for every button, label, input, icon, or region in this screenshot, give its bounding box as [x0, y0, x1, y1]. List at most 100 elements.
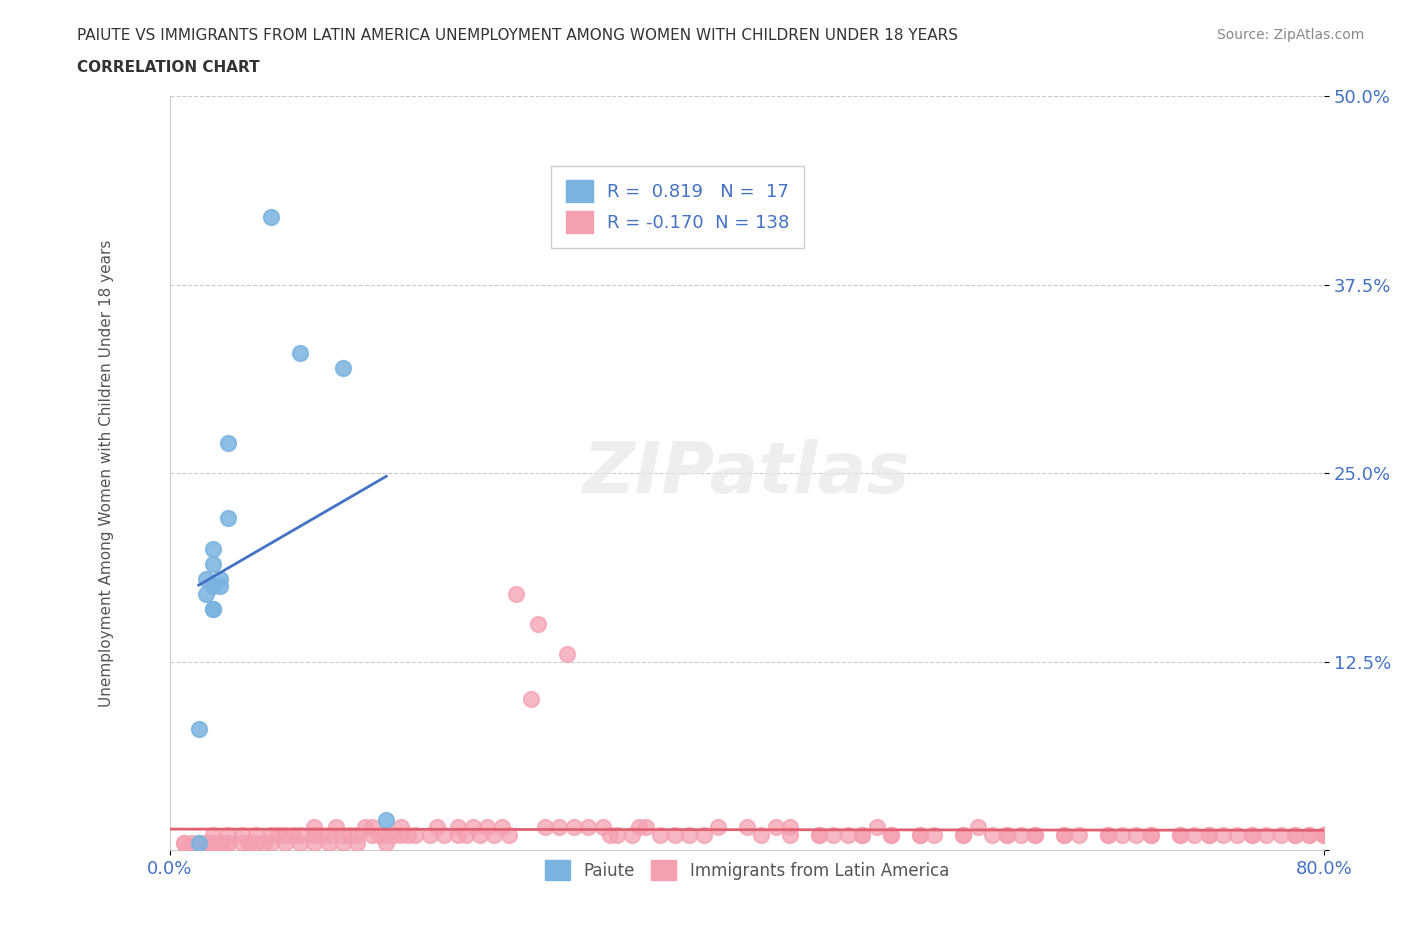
Point	[202, 541, 225, 556]
Point	[311, 828, 333, 843]
Point	[1284, 828, 1306, 843]
Point	[620, 828, 643, 843]
Point	[664, 828, 686, 843]
Point	[447, 828, 470, 843]
Point	[332, 360, 354, 375]
Point	[209, 578, 232, 593]
Point	[288, 828, 311, 843]
Point	[217, 828, 239, 843]
Point	[318, 828, 340, 843]
Point	[505, 587, 527, 602]
Point	[592, 820, 614, 835]
Point	[339, 828, 361, 843]
Point	[779, 820, 801, 835]
Point	[180, 835, 202, 850]
Point	[1053, 828, 1076, 843]
Point	[194, 835, 217, 850]
Point	[627, 820, 650, 835]
Point	[765, 820, 787, 835]
Point	[599, 828, 621, 843]
Point	[281, 828, 304, 843]
Point	[209, 835, 232, 850]
Point	[260, 828, 283, 843]
Text: PAIUTE VS IMMIGRANTS FROM LATIN AMERICA UNEMPLOYMENT AMONG WOMEN WITH CHILDREN U: PAIUTE VS IMMIGRANTS FROM LATIN AMERICA …	[77, 28, 959, 43]
Point	[1240, 828, 1263, 843]
Point	[866, 820, 889, 835]
Text: ZIPatlas: ZIPatlas	[583, 439, 911, 508]
Point	[194, 571, 217, 586]
Legend: R =  0.819   N =  17, R = -0.170  N = 138: R = 0.819 N = 17, R = -0.170 N = 138	[551, 166, 804, 247]
Text: CORRELATION CHART: CORRELATION CHART	[77, 60, 260, 75]
Point	[389, 828, 412, 843]
Text: Source: ZipAtlas.com: Source: ZipAtlas.com	[1216, 28, 1364, 42]
Point	[1067, 828, 1090, 843]
Point	[209, 571, 232, 586]
Point	[468, 828, 491, 843]
Y-axis label: Unemployment Among Women with Children Under 18 years: Unemployment Among Women with Children U…	[100, 240, 114, 707]
Point	[1313, 828, 1336, 843]
Point	[187, 835, 209, 850]
Point	[1198, 828, 1220, 843]
Point	[491, 820, 513, 835]
Point	[267, 828, 290, 843]
Point	[1125, 828, 1147, 843]
Point	[187, 722, 209, 737]
Point	[526, 617, 548, 631]
Point	[908, 828, 931, 843]
Point	[650, 828, 672, 843]
Point	[202, 835, 225, 850]
Point	[952, 828, 974, 843]
Point	[217, 835, 239, 850]
Point	[202, 828, 225, 843]
Point	[231, 828, 253, 843]
Point	[274, 828, 297, 843]
Point	[426, 820, 449, 835]
Point	[202, 835, 225, 850]
Point	[245, 828, 267, 843]
Point	[346, 828, 368, 843]
Point	[908, 828, 931, 843]
Point	[202, 556, 225, 571]
Point	[1226, 828, 1249, 843]
Point	[260, 835, 283, 850]
Point	[217, 511, 239, 525]
Point	[1053, 828, 1076, 843]
Point	[779, 828, 801, 843]
Point	[396, 828, 419, 843]
Point	[1313, 828, 1336, 843]
Point	[375, 813, 398, 828]
Point	[302, 820, 325, 835]
Point	[1298, 828, 1320, 843]
Point	[952, 828, 974, 843]
Point	[1270, 828, 1292, 843]
Point	[238, 835, 260, 850]
Point	[173, 835, 195, 850]
Point	[1256, 828, 1278, 843]
Point	[1111, 828, 1133, 843]
Point	[419, 828, 441, 843]
Point	[606, 828, 628, 843]
Point	[202, 602, 225, 617]
Point	[260, 209, 283, 224]
Point	[555, 646, 578, 661]
Point	[1168, 828, 1191, 843]
Point	[461, 820, 484, 835]
Point	[519, 692, 541, 707]
Point	[837, 828, 859, 843]
Point	[389, 820, 412, 835]
Point	[808, 828, 831, 843]
Point	[288, 345, 311, 360]
Point	[562, 820, 585, 835]
Point	[634, 820, 657, 835]
Point	[1284, 828, 1306, 843]
Point	[851, 828, 873, 843]
Point	[360, 828, 382, 843]
Point	[217, 835, 239, 850]
Point	[1010, 828, 1032, 843]
Point	[274, 835, 297, 850]
Point	[678, 828, 700, 843]
Point	[238, 835, 260, 850]
Point	[692, 828, 714, 843]
Point	[1024, 828, 1046, 843]
Point	[749, 828, 772, 843]
